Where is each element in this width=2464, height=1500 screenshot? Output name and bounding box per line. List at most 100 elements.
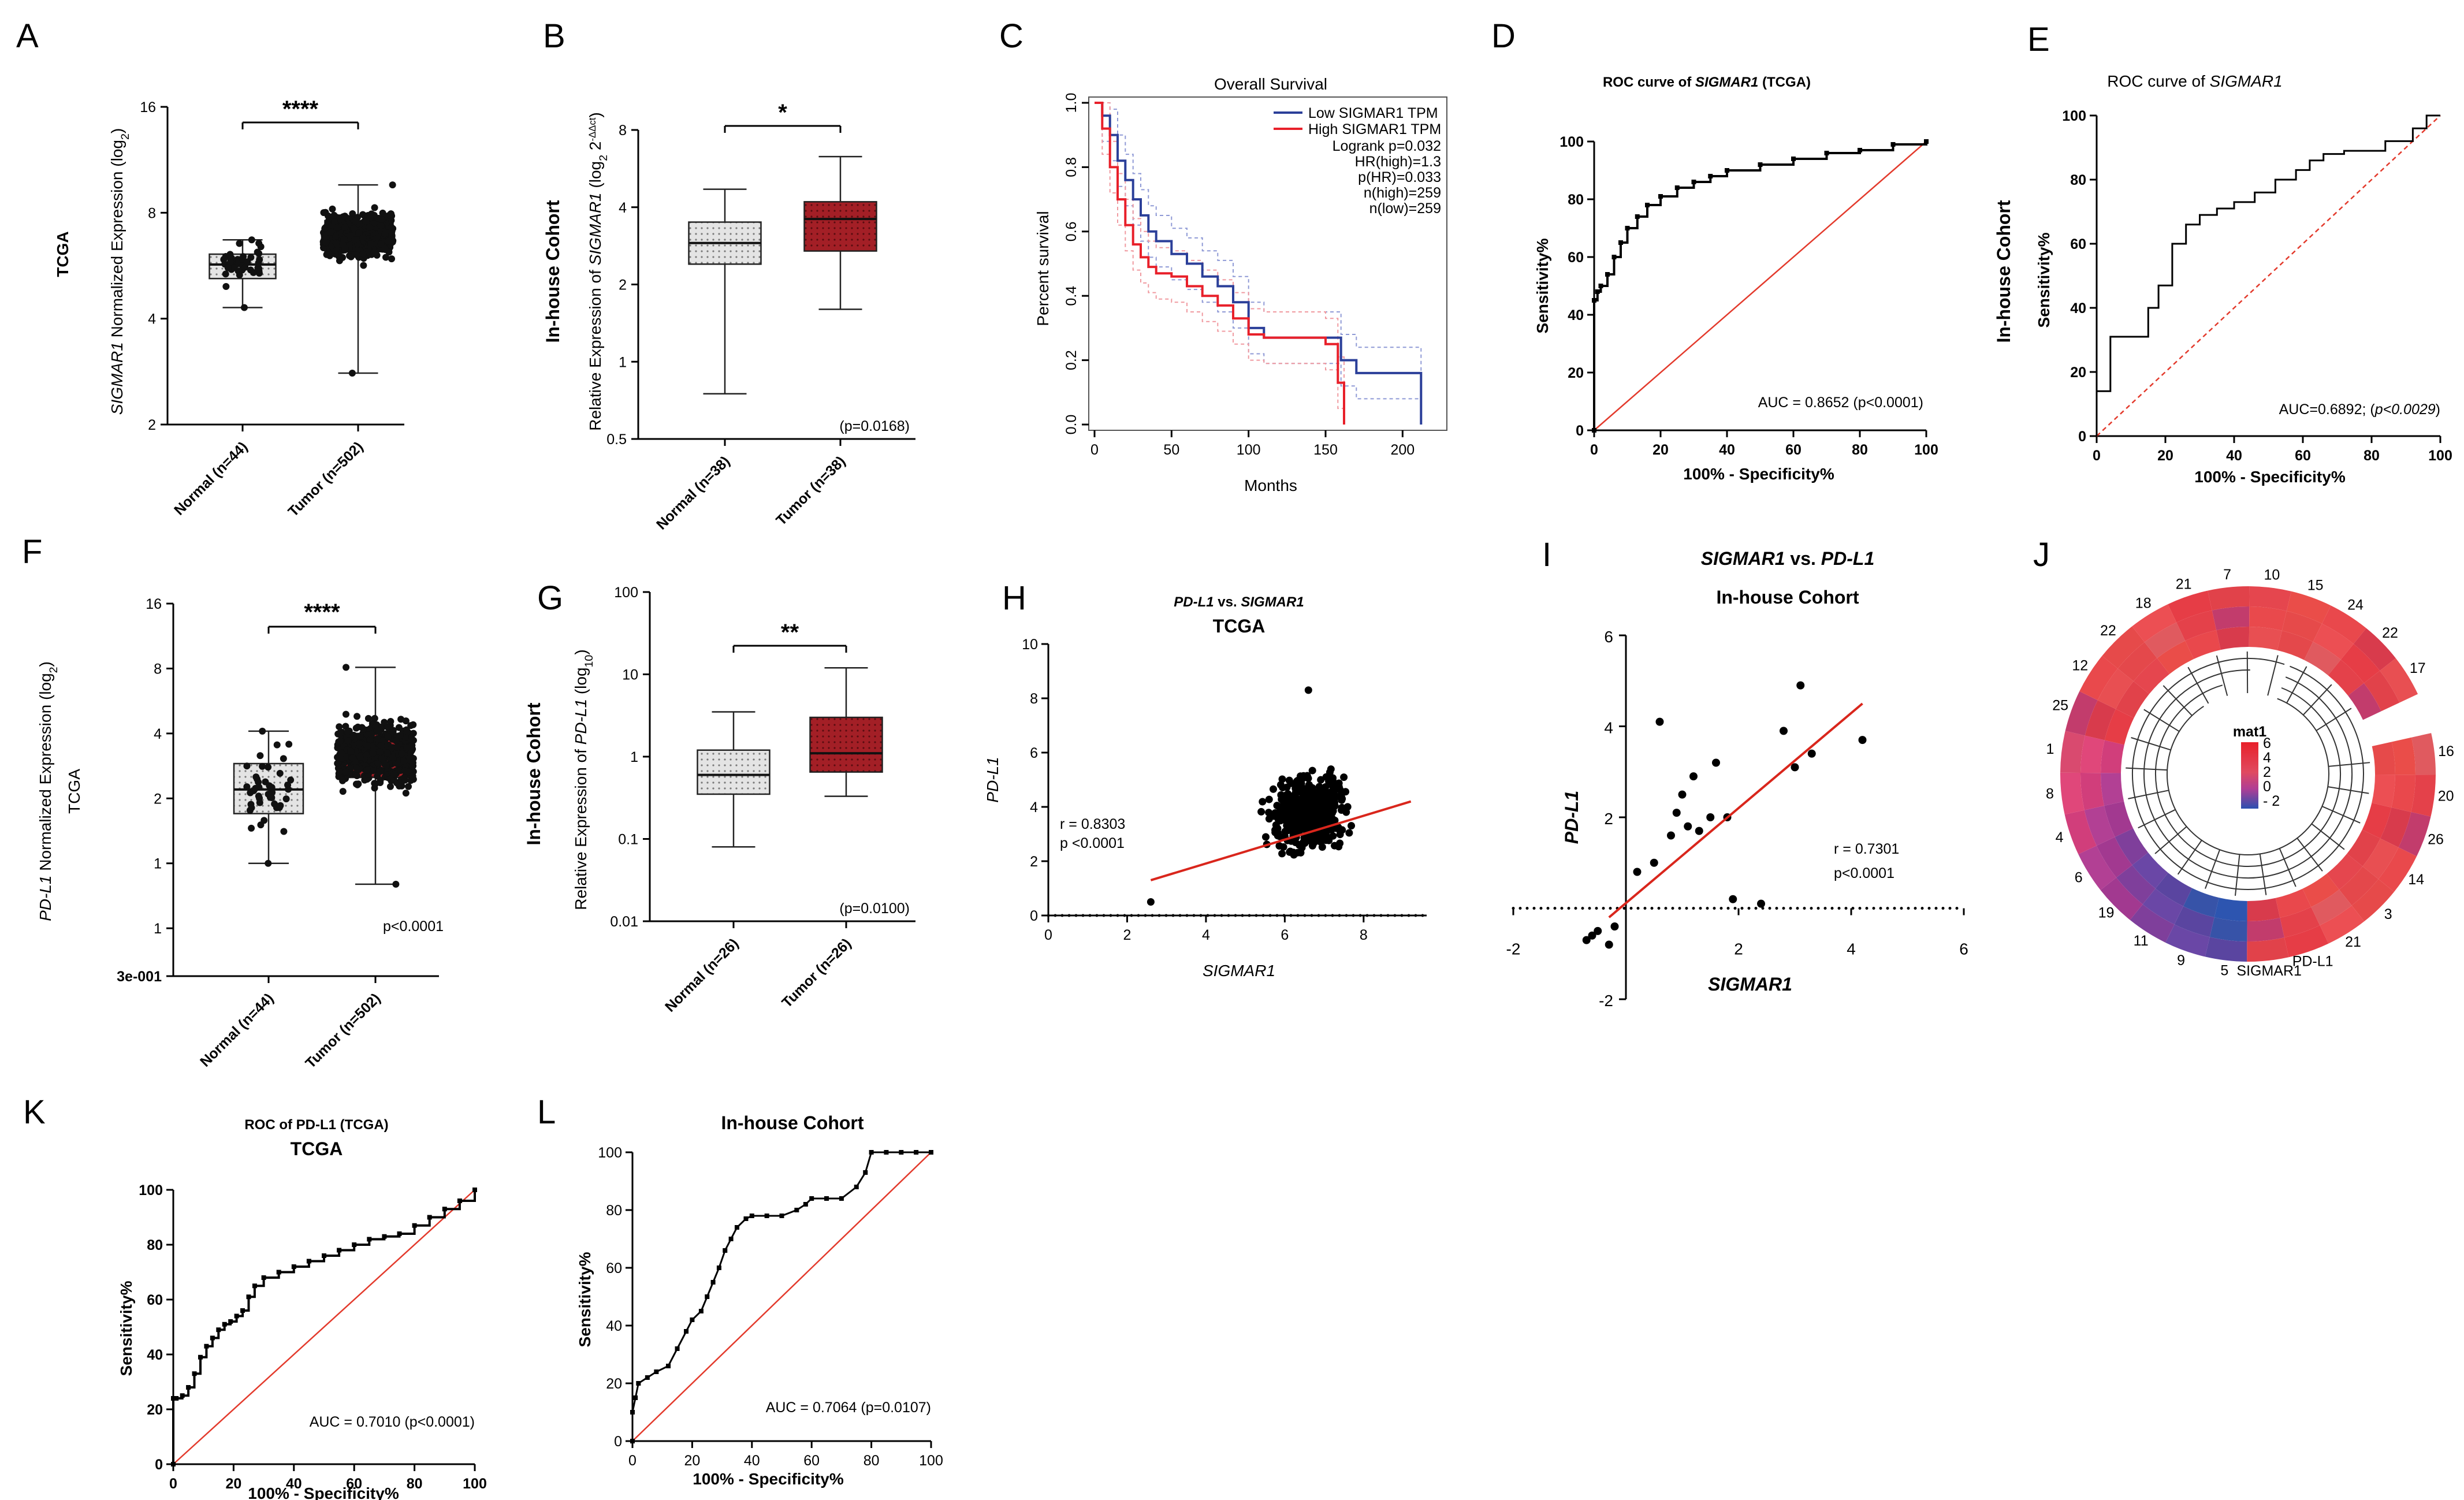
data-point-f [259,727,266,735]
data-point-f [401,767,408,775]
data-point-f [277,802,284,809]
x-axis-label-i: SIGMAR1 [1708,974,1792,995]
y-tick-label-b: 8 [619,122,627,139]
x-axis-dot-i [1574,907,1577,910]
y-axis-label-a-part: Normalized Expression (log [108,140,126,342]
roc-curve-k-marker [276,1270,281,1275]
x-tick-label-l: 20 [684,1453,700,1469]
roc-curve-d-marker [1890,142,1896,147]
roc-curve-k-marker [186,1385,191,1390]
data-point-a [352,218,359,225]
roc-curve-d-marker [1725,168,1729,173]
scatter-point-h [1302,817,1311,825]
data-point-a [359,234,367,241]
heatmap-cell-j [2208,586,2250,611]
heatmap-cell-j [2275,888,2312,918]
x-tick-label-l: 0 [628,1453,637,1469]
heatmap-cell-j [2157,641,2194,674]
x-axis-dot-i [1927,907,1931,910]
chart-subtitle-k: TCGA [291,1138,343,1159]
x-tick-label-b: Tumor (n=38) [773,453,848,528]
y-axis-label-f-part: PD-L1 [36,876,54,921]
dendrogram-branch-j [2143,709,2180,732]
heatmap-cell-j [2132,604,2177,642]
chart-title-h-part: SIGMAR1 [1241,594,1304,610]
data-point-f [363,766,371,774]
heatmap-cell-j [2249,606,2287,631]
scatter-point-i [1791,763,1799,772]
scatter-point-h [1277,791,1285,799]
x-axis-dot-i [1941,907,1945,910]
data-point-f [280,755,287,762]
scatter-point-h [1317,786,1326,794]
x-axis-dot-i [1699,907,1702,910]
data-point-f [343,664,350,671]
correlation-r-i: r = 0.7301 [1834,841,1899,857]
roc-curve-l-marker [636,1381,641,1386]
data-point-f [356,740,363,747]
scatter-point-h [1335,783,1343,791]
baseline-dot-h [1372,914,1376,917]
x-axis-dot-i [1664,907,1668,910]
heatmap-cell-j [2411,775,2436,817]
y-tick-label-a: 8 [148,205,156,221]
x-tick-label-g: Normal (n=26) [662,935,742,1015]
x-tick-label-i: 6 [1959,940,1968,958]
baseline-dot-h [1289,914,1293,917]
x-tick-label-e: 60 [2295,448,2311,464]
roc-curve-l-marker [824,1196,829,1201]
roc-curve-l-marker [749,1214,754,1218]
data-point-a [360,262,367,269]
y-tick-label-f: 16 [146,596,162,612]
heatmap-cell-j [2060,731,2085,773]
y-tick-label-h: 6 [1030,745,1038,761]
roc-curve-k-marker [171,1462,176,1466]
box-g-tumor [809,716,883,773]
heatmap-cell-j [2362,802,2392,839]
y-tick-label-f: 1 [154,921,162,937]
stat-text-c: HR(high)=1.3 [1355,154,1441,170]
data-point-f [255,779,262,786]
x-tick-label-k: 20 [225,1476,241,1492]
data-point-a [382,254,389,261]
baseline-dot-h [1386,914,1390,917]
roc-curve-l-marker [666,1364,671,1368]
x-tick-label-h: 6 [1281,927,1289,943]
roc-curve-d-marker [1635,214,1640,219]
data-point-a [378,216,385,224]
heatmap-cell-j [2212,606,2250,630]
data-point-f [384,724,392,731]
dendrogram-branch-j [2302,684,2332,716]
roc-curve-k [172,1190,476,1464]
y-tick-label-b: 2 [619,277,627,293]
baseline-dot-h [1213,914,1216,917]
y-axis-label-h: PD-L1 [984,757,1002,802]
baseline-dot-h [1255,914,1258,917]
y-axis-label-g: Relative Expression of PD-L1 (log10) [572,649,595,910]
heatmap-cell-j [2065,691,2098,736]
data-point-a [359,250,367,258]
y-axis-label-e: Sensitivity% [2035,232,2053,327]
data-point-a [244,258,251,266]
data-point-a [255,259,262,267]
scatter-point-i [1780,727,1788,735]
scatter-point-i [1807,749,1816,758]
data-point-a [222,270,229,278]
roc-curve-l-marker [764,1214,769,1218]
dendrogram-branch-j [2138,809,2176,829]
heatmap-cell-j [2116,681,2150,719]
heatmap-cell-j [2096,837,2132,878]
dendrogram-branch-j [2177,840,2202,875]
baseline-dot-h [1102,914,1106,917]
y-tick-label-d: 20 [1568,365,1584,381]
roc-curve-l-marker [645,1375,650,1380]
data-point-a [329,205,336,213]
significance-b: * [778,100,787,125]
data-point-f [408,742,416,749]
roc-curve-l-marker [698,1309,704,1313]
reference-line-k [173,1189,475,1465]
stat-text-c: n(high)=259 [1364,185,1441,201]
heatmap-cell-j [2391,737,2416,775]
heatmap-cell-j [2327,854,2363,890]
data-point-f [256,752,264,760]
